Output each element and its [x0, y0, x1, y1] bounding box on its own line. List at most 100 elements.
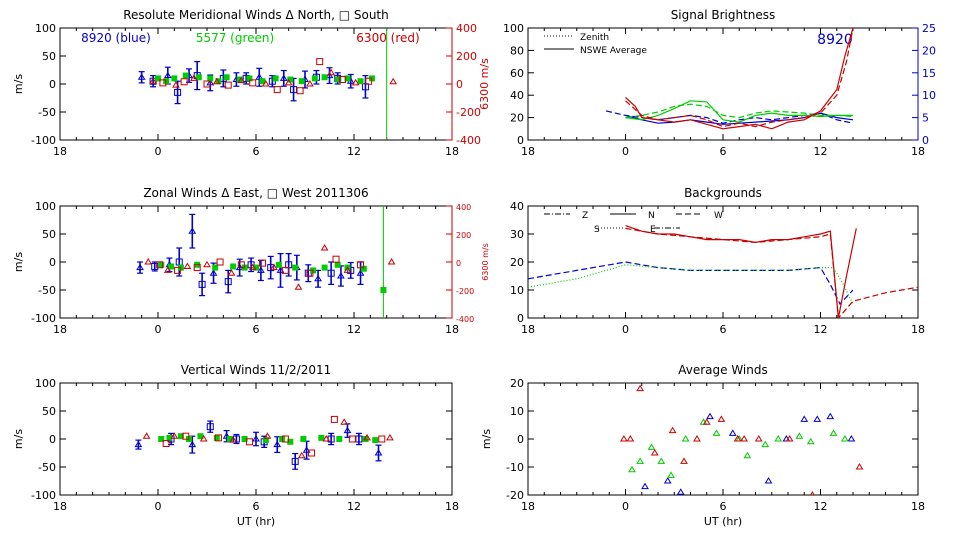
- backgrounds-ytick-label: 30: [510, 228, 524, 241]
- backgrounds-xtick-label: 18: [911, 323, 925, 336]
- legend-label-n: N: [648, 211, 655, 221]
- vertical-point-6300: [308, 449, 316, 457]
- meridional-xtick-label: 0: [155, 145, 162, 158]
- vertical-panel: Vertical Winds 11/2/2011 18 0 6 12 18 100 50 0 -5…: [12, 363, 459, 528]
- backgrounds-ytick-label: 0: [517, 312, 524, 325]
- zonal-y2tick-label: 200: [456, 231, 471, 240]
- average-point-blue: [847, 435, 856, 442]
- meridional-point-5577: [287, 76, 294, 83]
- vertical-point-6300: [245, 438, 253, 446]
- meridional-point-8920: [163, 71, 172, 79]
- zonal-point-6300: [156, 261, 164, 269]
- average-point-red: [619, 435, 628, 442]
- legend-label-e: E: [650, 225, 656, 235]
- vertical-series: [134, 415, 394, 470]
- meridional-point-8920: [255, 73, 264, 80]
- zonal-point-6300: [237, 261, 245, 269]
- vertical-point-8920: [374, 449, 383, 456]
- zonal-xtick-label: 18: [445, 323, 459, 336]
- vertical-xtick-label: 12: [347, 500, 361, 513]
- meridional-xtick-label: 12: [347, 145, 361, 158]
- average-point-red: [702, 418, 711, 425]
- meridional-point-6300: [365, 77, 373, 85]
- average-point-red: [626, 435, 635, 442]
- meridional-point-5577: [321, 74, 328, 81]
- vertical-point-5577: [158, 436, 165, 442]
- zonal-point-6300: [281, 266, 289, 274]
- vertical-point-6300: [199, 435, 208, 442]
- brightness-y2tick-label: 25: [922, 22, 936, 35]
- average-frame: [527, 382, 919, 496]
- zonal-ylabel: m/s: [12, 252, 25, 272]
- vertical-point-6300: [386, 433, 394, 441]
- backgrounds-xtick-label: 0: [622, 323, 629, 336]
- meridional-point-6300: [203, 80, 211, 88]
- brightness-xtick-label: 18: [911, 145, 925, 158]
- meridional-ytick-label: 0: [49, 78, 56, 91]
- brightness-ytick-label: 80: [510, 44, 524, 57]
- meridional-point-5577: [195, 74, 202, 81]
- meridional-point-5577: [223, 74, 230, 81]
- vertical-point-5577: [300, 436, 307, 442]
- backgrounds-frame: [527, 205, 919, 319]
- legend-average-label: NSWE Average: [580, 46, 647, 56]
- meridional-point-5577: [155, 75, 161, 82]
- meridional-y2tick-label: 0: [456, 78, 463, 91]
- vertical-point-6300: [214, 434, 222, 442]
- meridional-point-6300: [284, 78, 293, 86]
- brightness-series: [605, 28, 854, 130]
- zonal-point-5577: [380, 287, 387, 293]
- meridional-annotation-green: 5577 (green): [196, 31, 274, 45]
- zonal-point-5577: [292, 264, 299, 271]
- backgrounds-xtick-label: 6: [720, 323, 727, 336]
- vertical-point-6300: [340, 418, 349, 425]
- meridional-point-5577: [357, 78, 364, 85]
- average-point-green: [657, 457, 666, 464]
- zonal-point-6300: [343, 266, 352, 273]
- meridional-point-5577: [171, 75, 178, 82]
- vertical-point-8920: [222, 432, 231, 439]
- vertical-point-5577: [262, 437, 269, 444]
- average-point-green: [681, 435, 690, 442]
- meridional-ytick-label: 100: [35, 22, 56, 35]
- vertical-point-6300: [182, 432, 190, 440]
- zonal-point-6300: [270, 263, 278, 271]
- meridional-point-5577: [207, 75, 214, 82]
- zonal-point-8920: [136, 263, 144, 271]
- meridional-point-5577: [246, 75, 253, 82]
- backgrounds-series: [528, 225, 918, 318]
- vertical-point-6300: [330, 415, 338, 423]
- zonal-y2label: 6300 m/s: [481, 243, 490, 281]
- meridional-y2tick-label: -200: [456, 106, 481, 119]
- vertical-ytick-label: -100: [31, 489, 56, 502]
- zonal-xtick-label: 0: [155, 323, 162, 336]
- meridional-ytick-label: -50: [38, 106, 56, 119]
- meridional-point-6300: [237, 76, 246, 84]
- average-point-blue: [728, 429, 737, 436]
- meridional-point-8920: [279, 74, 288, 81]
- meridional-y2tick-label: -400: [456, 134, 481, 147]
- legend-label-z: Z: [582, 211, 588, 221]
- brightness-ytick-label: 20: [510, 112, 524, 125]
- meridional-ytick-label: -100: [31, 134, 56, 147]
- meridional-point-5577: [272, 75, 279, 82]
- vertical-point-8920: [252, 435, 260, 442]
- backgrounds-line-blue-bg: [528, 261, 854, 306]
- meridional-y2label: 6300 m/s: [478, 58, 491, 110]
- vertical-point-8920: [343, 426, 352, 434]
- zonal-point-5577: [158, 261, 165, 268]
- zonal-xtick-label: 6: [253, 323, 260, 336]
- average-point-green: [647, 443, 656, 450]
- zonal-point-5577: [168, 263, 175, 270]
- zonal-point-8920: [257, 266, 265, 273]
- zonal-point-8920: [314, 274, 322, 282]
- zonal-point-8920: [327, 269, 335, 277]
- zonal-point-8920: [267, 264, 275, 272]
- zonal-point-8920: [151, 262, 159, 270]
- meridional-ytick-label: 50: [42, 50, 56, 63]
- average-point-blue: [663, 477, 672, 484]
- vertical-xtick-label: 18: [53, 500, 67, 513]
- meridional-point-6300: [180, 78, 188, 86]
- brightness-ytick-label: 40: [510, 89, 524, 102]
- vertical-ytick-label: 100: [35, 377, 56, 390]
